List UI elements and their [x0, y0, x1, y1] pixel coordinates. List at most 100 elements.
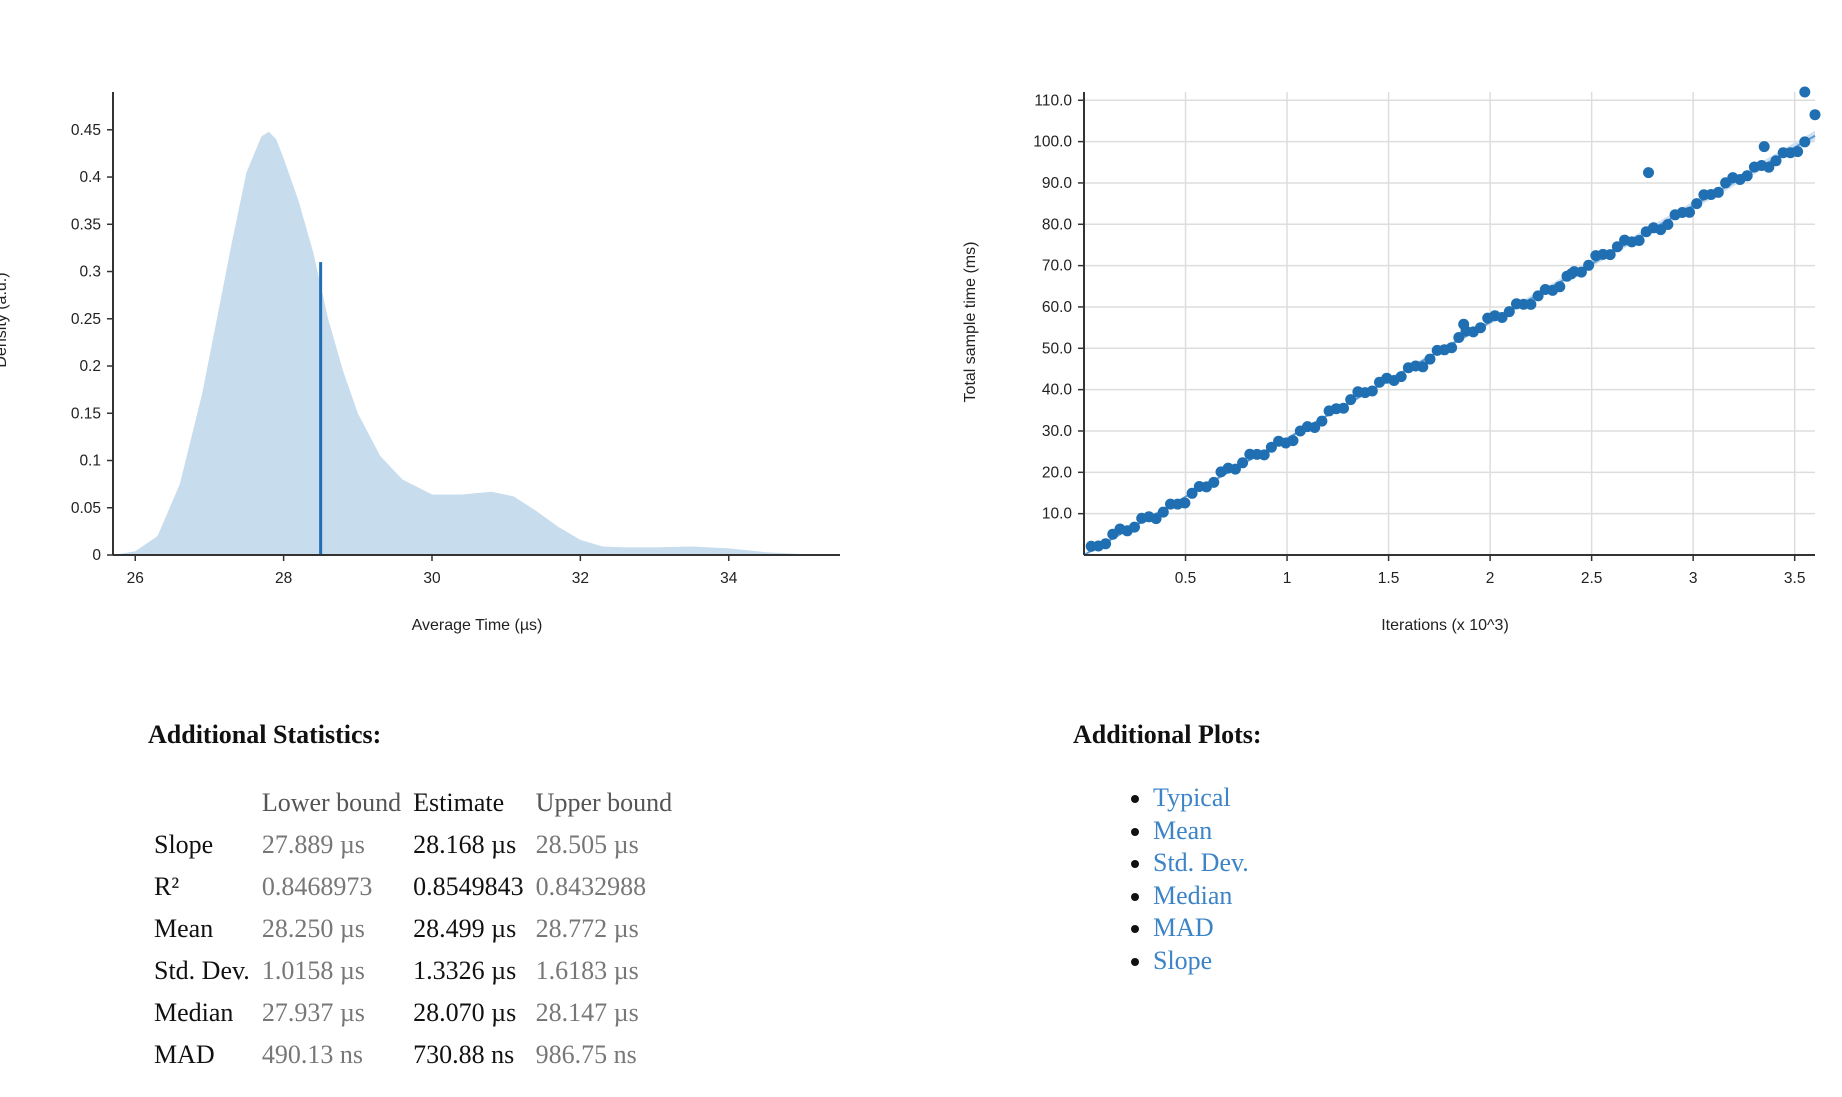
density-x-tick-label: 28 [275, 570, 292, 587]
stat-estimate: 28.168 µs [413, 830, 517, 859]
sample-point [1741, 170, 1753, 182]
density-x-tick-label: 32 [572, 570, 589, 587]
sample-point [1258, 449, 1270, 461]
stat-row-slope: Slope 27.889 µs 28.168 µs 28.505 µs [148, 827, 678, 869]
regression-chart: 0.5 1 1.5 2 2.5 3 3.5 10.0 20.0 30.0 40.0 50.0 60.0 7… [962, 86, 1821, 634]
sample-point [1525, 298, 1537, 310]
list-item: Typical [1153, 782, 1249, 815]
stat-upper-bound: 986.75 ns [535, 1040, 637, 1069]
plot-link-mean[interactable]: Mean [1153, 815, 1213, 845]
regression-y-axis-title: Total sample time (ms) [962, 242, 979, 403]
list-item: Std. Dev. [1153, 847, 1249, 880]
header-lower-bound: Lower bound [261, 788, 402, 817]
plot-link-std-dev[interactable]: Std. Dev. [1153, 848, 1249, 877]
stat-lower-bound: 1.0158 µs [261, 956, 365, 985]
density-y-tick-label: 0.35 [71, 216, 101, 233]
stat-lower-bound: 490.13 ns [261, 1040, 363, 1069]
regression-x-tick-label: 2 [1486, 570, 1495, 587]
density-x-tick-label: 34 [720, 570, 738, 587]
sample-point [1150, 513, 1162, 525]
plot-link-median[interactable]: Median [1153, 880, 1233, 910]
plot-link-slope[interactable]: Slope [1153, 945, 1213, 975]
regression-y-tick-label: 60.0 [1042, 299, 1073, 316]
sample-point-outlier [1758, 141, 1770, 153]
sample-point [1417, 361, 1429, 373]
stat-row-mad: MAD 490.13 ns 730.88 ns 986.75 ns [148, 1037, 678, 1079]
sample-point [1345, 394, 1357, 406]
density-y-tick-label: 0.2 [79, 358, 101, 375]
regression-x-tick-label: 1 [1283, 570, 1292, 587]
sample-point [1532, 290, 1544, 302]
list-item: Mean [1153, 815, 1249, 848]
sample-point [1611, 241, 1623, 253]
header-upper-bound: Upper bound [535, 788, 673, 817]
density-area [113, 131, 840, 555]
regression-x-tick-label: 1.5 [1378, 570, 1400, 587]
sample-point [1186, 487, 1198, 499]
sample-point [1554, 281, 1566, 293]
density-y-tick-label: 0.05 [71, 500, 101, 517]
stat-lower-bound: 27.889 µs [261, 830, 365, 859]
regression-x-axis-title: Iterations (x 10^3) [1381, 617, 1509, 634]
plot-link-typical[interactable]: Typical [1153, 783, 1231, 812]
sample-point [1691, 198, 1703, 210]
density-y-axis-title: Density (a.u.) [0, 272, 10, 367]
stat-name: MAD [154, 1040, 215, 1069]
stat-lower-bound: 27.937 µs [261, 998, 365, 1027]
sample-point [1792, 146, 1804, 158]
density-y-tick-label: 0.15 [71, 405, 101, 422]
stat-upper-bound: 28.147 µs [535, 998, 639, 1027]
sample-point [1366, 385, 1378, 397]
sample-point [1179, 497, 1191, 509]
stat-name: Std. Dev. [154, 956, 250, 985]
statistics-table: Lower bound Estimate Upper bound Slope 2… [148, 785, 678, 1079]
density-y-tick-label: 0.45 [71, 122, 101, 139]
sample-point [1237, 457, 1249, 469]
sample-point [1395, 371, 1407, 383]
stat-row-median: Median 27.937 µs 28.070 µs 28.147 µs [148, 995, 678, 1037]
sample-point-outlier [1799, 86, 1811, 98]
regression-x-tick-label: 3.5 [1784, 570, 1806, 587]
stat-estimate: 28.499 µs [413, 914, 517, 943]
list-item: MAD [1153, 912, 1249, 945]
sample-point [1662, 219, 1674, 230]
sample-point [1157, 506, 1169, 518]
stat-lower-bound: 0.8468973 [261, 872, 373, 901]
stat-row-r2: R² 0.8468973 0.8549843 0.8432988 [148, 869, 678, 911]
sample-point-outlier [1458, 318, 1470, 330]
regression-y-tick-label: 40.0 [1042, 382, 1073, 399]
stat-name: R² [154, 872, 180, 901]
stat-row-mean: Mean 28.250 µs 28.499 µs 28.772 µs [148, 911, 678, 953]
density-plot-area: 26 28 30 32 34 0 0.05 0.1 0.15 0.2 0.25 0.3 0.35 0.4 0… [71, 92, 840, 587]
additional-statistics-title: Additional Statistics: [148, 720, 382, 749]
stat-name: Median [154, 998, 234, 1027]
additional-plots-list: Typical Mean Std. Dev. Median MAD Slope [1123, 782, 1249, 977]
stat-upper-bound: 28.505 µs [535, 830, 639, 859]
sample-point [1316, 415, 1328, 427]
stat-upper-bound: 1.6183 µs [535, 956, 639, 985]
header-estimate: Estimate [413, 788, 505, 817]
list-item: Slope [1153, 945, 1249, 978]
density-x-tick-label: 30 [423, 570, 441, 587]
density-y-tick-label: 0.3 [79, 264, 101, 281]
plot-link-mad[interactable]: MAD [1153, 913, 1214, 942]
sample-point [1453, 332, 1465, 343]
density-x-axis-title: Average Time (µs) [412, 617, 543, 634]
regression-y-tick-label: 70.0 [1042, 258, 1073, 275]
sample-point-outlier [1643, 167, 1654, 179]
density-chart: 26 28 30 32 34 0 0.05 0.1 0.15 0.2 0.25 0.3 0.35 0.4 0… [0, 92, 840, 634]
sample-point [1503, 306, 1515, 318]
sample-point-outlier [1809, 109, 1821, 121]
stat-name: Slope [154, 830, 214, 859]
regression-y-tick-label: 10.0 [1042, 506, 1073, 523]
sample-point [1265, 441, 1277, 453]
sample-point [1575, 266, 1587, 278]
sample-point [1712, 186, 1724, 198]
density-y-tick-label: 0.25 [71, 311, 101, 328]
sample-point [1309, 422, 1321, 433]
regression-y-tick-label: 110.0 [1034, 92, 1072, 109]
sample-point [1633, 235, 1645, 246]
regression-y-tick-label: 30.0 [1042, 423, 1073, 440]
sample-point [1129, 521, 1140, 533]
statistics-header-row: Lower bound Estimate Upper bound [148, 785, 678, 827]
